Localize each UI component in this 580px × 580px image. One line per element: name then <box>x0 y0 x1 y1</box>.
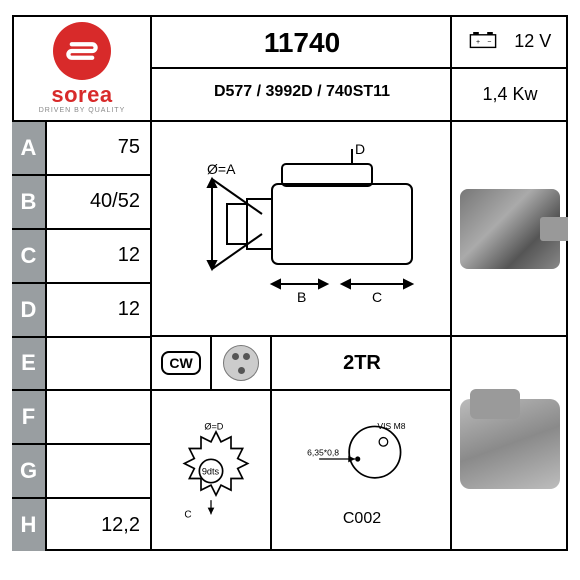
gear-connector-row: 9dts Ø=D C VIS M8 6,35*0,8 C002 <box>152 389 452 551</box>
power-value: 1,4 Kw <box>452 69 568 120</box>
row-value-d: 12 <box>47 284 152 336</box>
schematic-diagram: Ø=A B C D <box>152 120 452 335</box>
connector-code: C002 <box>343 510 381 528</box>
row-b: B 40/52 <box>12 174 152 228</box>
voltage-value: 12 V <box>514 31 551 52</box>
row-value-a: 75 <box>47 122 152 174</box>
row-value-g <box>47 445 152 497</box>
row-e: E <box>12 336 152 390</box>
label-b: B <box>297 289 306 305</box>
product-photo-1 <box>452 120 568 335</box>
row-h: H 12,2 <box>12 497 152 551</box>
svg-text:+: + <box>476 38 480 45</box>
datasheet-frame: sorea DRIVEN BY QUALITY 11740 D577 / 399… <box>12 15 568 551</box>
svg-text:VIS M8: VIS M8 <box>377 421 405 431</box>
row-c: C 12 <box>12 228 152 282</box>
row-label-g: G <box>12 445 47 497</box>
row-value-b: 40/52 <box>47 176 152 228</box>
connector-diagram: VIS M8 6,35*0,8 <box>302 414 422 504</box>
reference-codes: D577 / 3992D / 740ST11 <box>152 59 452 101</box>
row-value-f <box>47 391 152 443</box>
title-divider <box>152 67 452 69</box>
rotation-row: CW 2TR <box>152 335 452 389</box>
row-g: G <box>12 443 152 497</box>
row-label-d: D <box>12 284 47 336</box>
logo-cell: sorea DRIVEN BY QUALITY <box>12 15 152 120</box>
gear-cell: 9dts Ø=D C <box>152 391 272 551</box>
row-value-h: 12,2 <box>47 499 152 551</box>
voltage-row: +− 12 V <box>452 15 568 67</box>
starter-photo-bottom <box>460 399 560 489</box>
row-label-h: H <box>12 499 47 551</box>
dimension-rows: A 75 B 40/52 C 12 D 12 E F G H 12,2 <box>12 120 152 551</box>
svg-text:Ø=D: Ø=D <box>204 421 223 431</box>
mount-holes-icon <box>223 345 259 381</box>
rotation-direction: CW <box>161 351 200 375</box>
row-label-e: E <box>12 338 47 390</box>
label-oa: Ø=A <box>207 161 236 177</box>
spec-cell: +− 12 V 1,4 Kw <box>452 15 568 120</box>
product-photo-2 <box>452 335 568 551</box>
brand-tagline: DRIVEN BY QUALITY <box>39 107 126 114</box>
row-label-f: F <box>12 391 47 443</box>
gear-icon: 9dts Ø=D C <box>161 421 261 521</box>
mount-holes-cell <box>212 337 272 389</box>
row-d: D 12 <box>12 282 152 336</box>
battery-icon: +− <box>469 28 497 55</box>
row-a: A 75 <box>12 120 152 174</box>
row-value-e <box>47 338 152 390</box>
svg-text:9dts: 9dts <box>202 466 220 476</box>
brand-name: sorea <box>39 82 126 108</box>
brand-mark <box>53 22 111 80</box>
starter-photo-top <box>460 189 560 269</box>
svg-text:C: C <box>184 510 191 521</box>
label-d: D <box>355 141 365 157</box>
brand-logo: sorea DRIVEN BY QUALITY <box>39 22 126 114</box>
row-f: F <box>12 389 152 443</box>
svg-text:6,35*0,8: 6,35*0,8 <box>307 448 339 458</box>
rotation-cell: CW <box>152 337 212 389</box>
row-label-b: B <box>12 176 47 228</box>
connector-cell: VIS M8 6,35*0,8 C002 <box>272 391 452 551</box>
label-c-dim: C <box>372 289 382 305</box>
holes-code: 2TR <box>272 352 452 375</box>
row-label-a: A <box>12 122 47 174</box>
row-value-c: 12 <box>47 230 152 282</box>
row-label-c: C <box>12 230 47 282</box>
svg-text:−: − <box>487 38 491 45</box>
title-cell: 11740 D577 / 3992D / 740ST11 <box>152 15 452 120</box>
part-number: 11740 <box>152 15 452 59</box>
